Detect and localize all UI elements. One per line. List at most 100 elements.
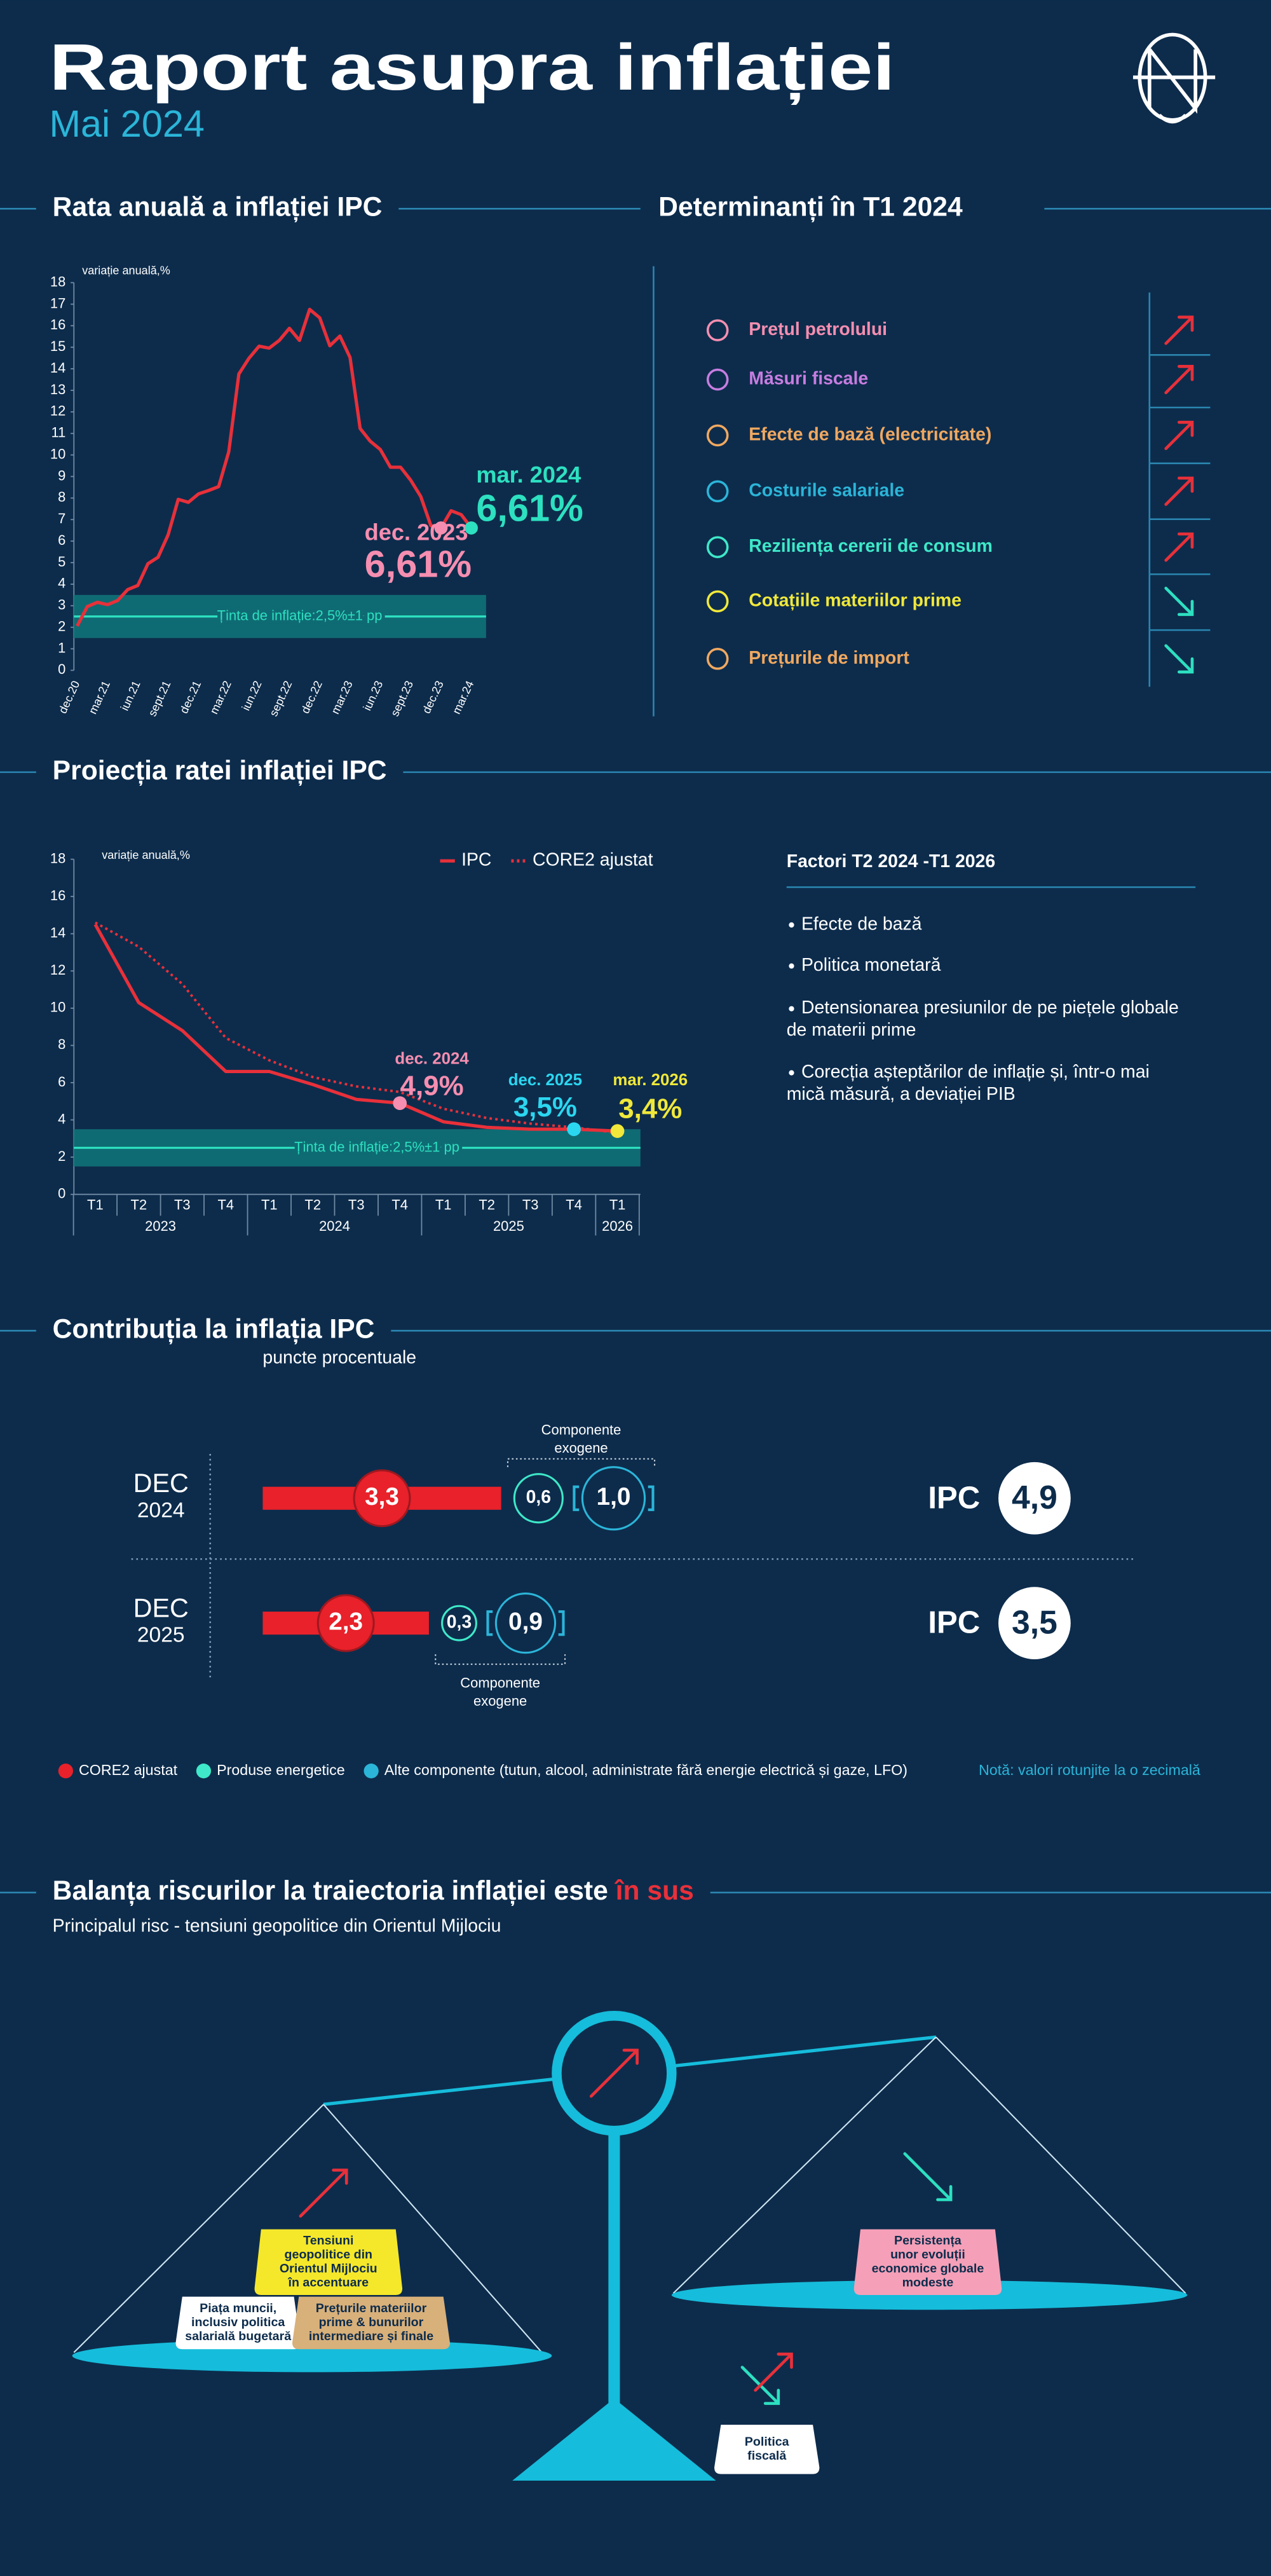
risk-text: Prețurile materiilor bbox=[316, 2301, 427, 2315]
x-tick-label: T2 bbox=[304, 1197, 321, 1213]
target-label: Ținta de inflație:2,5%±1 pp bbox=[294, 1139, 459, 1154]
annotation-value: 6,61% bbox=[476, 486, 583, 529]
value-label: 0,3 bbox=[447, 1612, 472, 1633]
series-line bbox=[94, 921, 618, 1134]
y-tick-label: 4 bbox=[58, 575, 65, 591]
row-label: DEC bbox=[133, 1469, 189, 1498]
bracket bbox=[573, 1485, 655, 1511]
risk-box bbox=[292, 2296, 451, 2350]
annotation-value: 4,9% bbox=[400, 1070, 464, 1101]
core-badge bbox=[353, 1469, 411, 1528]
risk-text: inclusiv politica bbox=[191, 2315, 285, 2329]
x-tick-label: T2 bbox=[131, 1197, 147, 1213]
row-label: DEC bbox=[133, 1593, 189, 1622]
y-tick-label: 14 bbox=[50, 360, 65, 376]
y-tick-label: 1 bbox=[58, 640, 65, 655]
value-label: 0,9 bbox=[508, 1608, 543, 1635]
group-label: Componente bbox=[460, 1675, 540, 1691]
risk-text: intermediare și finale bbox=[309, 2329, 433, 2343]
risk-text: Piața muncii, bbox=[200, 2301, 276, 2315]
y-tick-label: 10 bbox=[50, 446, 65, 462]
y-tick-label: 9 bbox=[58, 467, 65, 483]
y-tick-label: 18 bbox=[50, 850, 65, 866]
section-subtitle: Principalul risc - tensiuni geopolitice … bbox=[53, 1916, 501, 1936]
y-axis-label: variație anuală,% bbox=[102, 849, 190, 861]
legend-label: Alte componente (tutun, alcool, administ… bbox=[384, 1762, 907, 1778]
logo bbox=[1132, 32, 1216, 124]
factor-text: Efecte de bază bbox=[801, 914, 922, 934]
item-icon bbox=[706, 480, 729, 503]
y-tick-label: 17 bbox=[50, 295, 65, 311]
x-tick-label: T1 bbox=[87, 1197, 104, 1213]
item-icon bbox=[706, 648, 729, 670]
risk-text: geopolitice din bbox=[285, 2248, 372, 2262]
y-tick-label: 6 bbox=[58, 1074, 65, 1090]
risk-box bbox=[254, 2229, 403, 2295]
chart-subtitle: puncte procentuale bbox=[262, 1348, 416, 1368]
y-tick-label: 8 bbox=[58, 1036, 65, 1052]
base bbox=[512, 2398, 716, 2481]
direction-arrow bbox=[1164, 315, 1194, 345]
row-label: 2024 bbox=[137, 1498, 185, 1522]
legend-dot bbox=[364, 1764, 379, 1779]
year-label: 2026 bbox=[602, 1218, 633, 1234]
factor-text: de materii prime bbox=[787, 1020, 916, 1040]
x-tick-label: T4 bbox=[566, 1197, 582, 1213]
pivot-arrow bbox=[589, 2048, 639, 2098]
risk-text: fiscală bbox=[747, 2449, 787, 2463]
total-value: 3,5 bbox=[1012, 1603, 1057, 1640]
y-tick-label: 12 bbox=[50, 962, 65, 978]
item-icon bbox=[706, 319, 729, 341]
legend-dot bbox=[58, 1764, 73, 1779]
x-tick-label: T4 bbox=[217, 1197, 234, 1213]
bracket bbox=[486, 1610, 565, 1636]
annotation-value: 6,61% bbox=[365, 542, 472, 585]
determinant-label: Costurile salariale bbox=[749, 480, 904, 500]
energy-bubble bbox=[441, 1605, 477, 1641]
highlight-point bbox=[567, 1122, 581, 1137]
risk-text: unor evoluții bbox=[890, 2248, 965, 2262]
page-subtitle: Mai 2024 bbox=[50, 102, 205, 145]
highlight-point bbox=[465, 521, 478, 535]
factor-text: Politica monetară bbox=[801, 955, 941, 975]
risk-text: Orientul Mijlociu bbox=[280, 2261, 377, 2275]
title-highlight: în sus bbox=[615, 1875, 694, 1906]
section-title: Proiecția ratei inflației IPC bbox=[53, 755, 387, 786]
title-part: Balanța riscurilor la traiectoria inflaț… bbox=[53, 1875, 616, 1906]
group-label: Componente bbox=[541, 1422, 622, 1438]
y-tick-label: 0 bbox=[58, 661, 65, 677]
value-label: 1,0 bbox=[597, 1483, 631, 1511]
y-tick-label: 11 bbox=[51, 425, 66, 441]
y-tick-label: 0 bbox=[58, 1186, 65, 1202]
factor-text: Corecția așteptărilor de inflație și, în… bbox=[801, 1062, 1150, 1082]
risk-arrow bbox=[903, 2152, 953, 2202]
legend-label: IPC bbox=[461, 850, 491, 870]
target-label: Ținta de inflație:2,5%±1 pp bbox=[217, 608, 383, 624]
bullet bbox=[789, 922, 794, 928]
risk-text: în accentuare bbox=[288, 2275, 369, 2289]
x-tick-label: T3 bbox=[348, 1197, 365, 1213]
y-tick-label: 14 bbox=[50, 925, 65, 941]
energy-bubble bbox=[513, 1473, 564, 1524]
determinant-label: Prețul petrolului bbox=[749, 319, 887, 339]
y-tick-label: 5 bbox=[58, 554, 65, 570]
determinant-label: Efecte de bază (electricitate) bbox=[749, 424, 991, 444]
y-tick-label: 15 bbox=[50, 338, 65, 354]
x-tick-label: T1 bbox=[609, 1197, 626, 1213]
total-name: IPC bbox=[928, 1481, 980, 1515]
annotation-label: mar. 2024 bbox=[476, 462, 581, 488]
direction-arrow bbox=[1164, 420, 1194, 450]
page-title: Raport asupra inflației bbox=[50, 30, 895, 105]
value-label: 3,3 bbox=[365, 1483, 399, 1511]
section-title: Determinanți în T1 2024 bbox=[658, 192, 963, 223]
group-bracket bbox=[435, 1654, 566, 1665]
x-tick-label: T2 bbox=[479, 1197, 495, 1213]
legend-label: Produse energetice bbox=[217, 1762, 345, 1778]
direction-arrow bbox=[1164, 365, 1194, 395]
section-title: Rata anuală a inflației IPC bbox=[53, 192, 383, 223]
factors-title: Factori T2 2024 -T1 2026 bbox=[787, 851, 995, 872]
bullet bbox=[789, 1006, 794, 1011]
highlight-point bbox=[434, 521, 448, 535]
highlight-point bbox=[610, 1124, 625, 1138]
pan-strings bbox=[672, 2036, 1186, 2294]
